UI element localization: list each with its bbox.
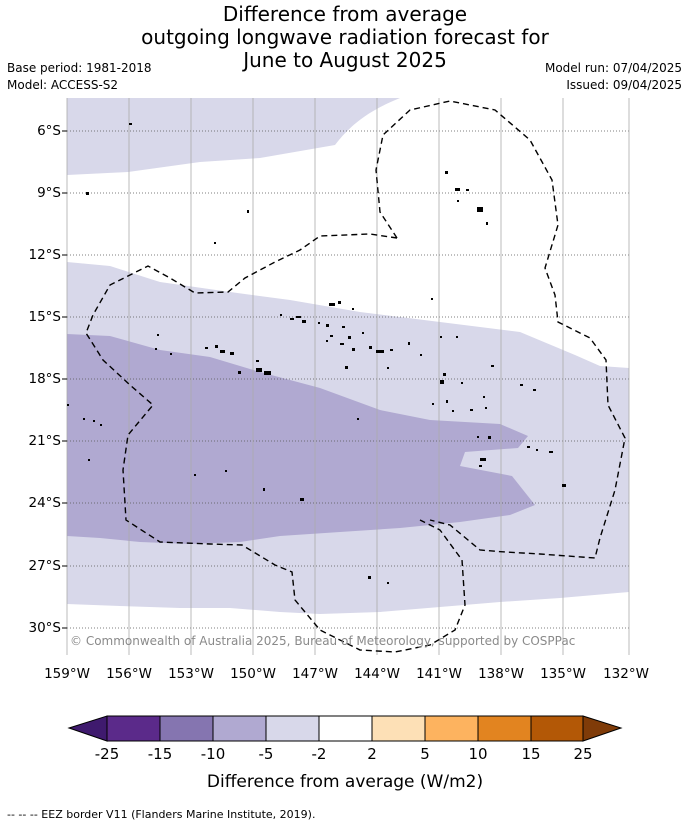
- issued-date: Issued: 09/04/2025: [566, 78, 682, 92]
- map-gridlines: [67, 130, 629, 629]
- title-line-3: June to August 2025: [243, 48, 447, 72]
- axis-ticks: [62, 130, 67, 629]
- colorbar-tick-minus-2: -2: [311, 745, 327, 763]
- lat-label-30s: 30°S: [28, 620, 62, 636]
- lat-label-27s: 27°S: [28, 558, 62, 574]
- island-markers: [67, 123, 566, 584]
- colorbar-tick-2: 2: [367, 745, 377, 763]
- lon-label-135w: 135°W: [540, 666, 586, 682]
- colorbar-bin-9: [530, 715, 584, 742]
- base-period: Base period: 1981-2018: [7, 61, 152, 75]
- title-line-1: Difference from average: [222, 2, 468, 26]
- lat-label-12s: 12°S: [28, 247, 62, 263]
- colorbar-bin-1: [106, 715, 161, 742]
- colorbar-tick-10: 10: [468, 745, 488, 763]
- lon-label-159w: 159°W: [44, 666, 90, 682]
- map-meridians: [66, 98, 630, 655]
- lon-label-138w: 138°W: [478, 666, 524, 682]
- eez-legend-note: -- -- -- EEZ border V11 (Flanders Marine…: [7, 808, 316, 821]
- lat-label-18s: 18°S: [28, 371, 62, 387]
- copyright-notice: © Commonwealth of Australia 2025, Bureau…: [70, 634, 576, 648]
- colorbar-low-extension: [67, 715, 108, 742]
- lon-label-147w: 147°W: [292, 666, 338, 682]
- lat-label-9s: 9°S: [37, 185, 61, 201]
- lat-label-21s: 21°S: [28, 433, 62, 449]
- colorbar-high-extension: [582, 715, 623, 742]
- colorbar-tick-5: 5: [420, 745, 430, 763]
- colorbar-bin-2: [159, 715, 214, 742]
- colorbar-bin-4: [265, 715, 320, 742]
- lat-label-24s: 24°S: [28, 495, 62, 511]
- lon-label-141w: 141°W: [416, 666, 462, 682]
- colorbar-bin-6: [371, 715, 426, 742]
- colorbar-tick-minus-10: -10: [200, 745, 226, 763]
- colorbar-tick-minus-5: -5: [258, 745, 274, 763]
- anomaly-medium-region: [67, 334, 535, 544]
- colorbar-tick-minus-25: -25: [94, 745, 120, 763]
- lon-label-153w: 153°W: [168, 666, 214, 682]
- lon-label-156w: 156°W: [106, 666, 152, 682]
- lon-label-144w: 144°W: [354, 666, 400, 682]
- lon-label-132w: 132°W: [603, 666, 649, 682]
- title-line-2: outgoing longwave radiation forecast for: [141, 25, 549, 49]
- colorbar-title: Difference from average (W/m2): [206, 772, 484, 792]
- colorbar-bin-5: [318, 715, 373, 742]
- model-name: Model: ACCESS-S2: [7, 78, 119, 92]
- colorbar-tick-minus-15: -15: [147, 745, 173, 763]
- model-run: Model run: 07/04/2025: [544, 61, 682, 75]
- colorbar-bin-7: [424, 715, 479, 742]
- colorbar-tick-15: 15: [521, 745, 541, 763]
- colorbar-bin-8: [477, 715, 532, 742]
- lat-label-15s: 15°S: [28, 309, 62, 325]
- lon-label-150w: 150°W: [230, 666, 276, 682]
- lat-label-6s: 6°S: [37, 123, 61, 139]
- colorbar: [67, 715, 623, 742]
- colorbar-tick-25: 25: [573, 745, 593, 763]
- colorbar-bin-3: [212, 715, 267, 742]
- eez-border: [85, 100, 626, 653]
